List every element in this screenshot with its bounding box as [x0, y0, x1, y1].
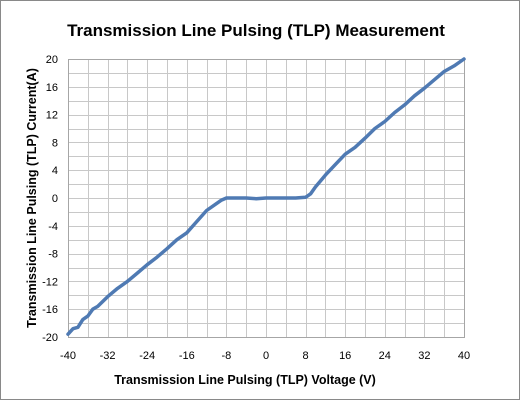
y-tick-label: 20	[46, 54, 58, 66]
y-tick-label: -12	[42, 276, 58, 288]
series-line	[66, 57, 466, 336]
x-tick-label: 24	[379, 350, 391, 362]
y-tick-label: 12	[46, 110, 58, 122]
x-tick-label: 0	[263, 350, 269, 362]
x-tick-label: -32	[100, 350, 116, 362]
y-tick-labels: 20 16 12 8 4 0 -4 -8 -12 -16 -20	[42, 54, 58, 344]
x-tick-label: -40	[60, 350, 76, 362]
y-tick-label: -20	[42, 332, 58, 344]
x-tick-label: 16	[339, 350, 351, 362]
y-tick-label: 0	[52, 193, 58, 205]
series-layer	[66, 57, 466, 336]
x-tick-label: 8	[303, 350, 309, 362]
x-axis-label: Transmission Line Pulsing (TLP) Voltage …	[114, 373, 376, 387]
chart-title: Transmission Line Pulsing (TLP) Measurem…	[67, 21, 445, 40]
x-tick-labels: -40 -32 -24 -16 -8 0 8 16 24 32 40	[60, 350, 470, 362]
plot-area	[68, 59, 465, 338]
y-tick-label: -16	[42, 304, 58, 316]
y-tick-label: -4	[48, 221, 58, 233]
x-tick-label: 40	[458, 350, 470, 362]
x-tick-label: -8	[222, 350, 232, 362]
y-tick-label: 8	[52, 137, 58, 149]
x-tick-label: 32	[418, 350, 430, 362]
y-tick-label: -8	[48, 249, 58, 261]
x-tick-label: -24	[139, 350, 155, 362]
y-axis-label: Transmission Line Pulsing (TLP) Current(…	[25, 68, 39, 328]
y-tick-label: 16	[46, 82, 58, 94]
x-tick-label: -16	[179, 350, 195, 362]
y-tick-label: 4	[52, 165, 58, 177]
